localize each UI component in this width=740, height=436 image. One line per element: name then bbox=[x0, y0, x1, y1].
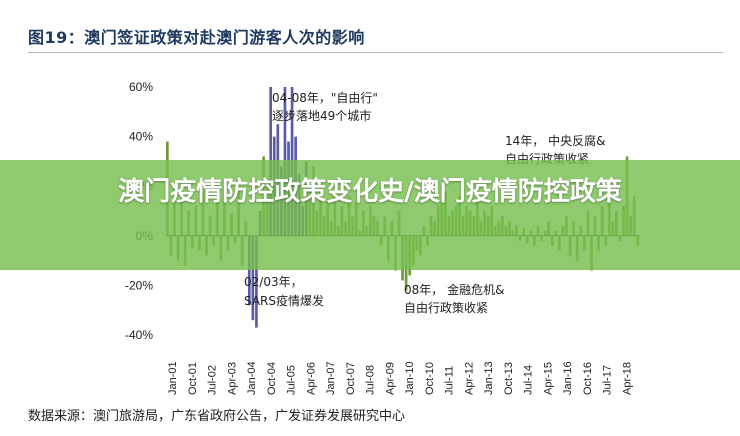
x-tick-label: Jul-11 bbox=[444, 366, 456, 395]
annotation-financial-crisis: 08年， 金融危机& 自由行政策收紧 bbox=[404, 282, 504, 315]
x-tick-label: Jul-08 bbox=[365, 365, 377, 395]
x-tick-label: Apr-15 bbox=[542, 362, 554, 395]
x-tick-label: Oct-10 bbox=[424, 362, 436, 395]
x-tick-label: Oct-16 bbox=[582, 362, 594, 395]
x-tick-label: Jul-14 bbox=[523, 365, 535, 395]
source-note: 数据来源：澳门旅游局，广东省政府公告，广发证券发展研究中心 bbox=[28, 409, 406, 424]
x-tick-label: Jan-04 bbox=[246, 361, 258, 395]
x-tick-label: Apr-12 bbox=[463, 362, 475, 395]
bar bbox=[251, 235, 255, 321]
annotation-text: 自由行政策收紧 bbox=[404, 301, 488, 315]
x-tick-label: Jul-05 bbox=[286, 365, 298, 395]
x-tick-label: Jan-07 bbox=[325, 361, 337, 395]
x-tick-label: Oct-07 bbox=[345, 362, 357, 395]
y-tick-label: -20% bbox=[125, 278, 153, 292]
x-tick-label: Jan-16 bbox=[562, 361, 574, 395]
x-tick-label: Oct-13 bbox=[503, 362, 515, 395]
annotation-sars: 02/03年， SARS疫情爆发 bbox=[244, 275, 324, 308]
y-tick-label: -40% bbox=[125, 328, 153, 342]
x-tick-label: Jan-01 bbox=[167, 361, 179, 395]
annotation-text: 02/03年， bbox=[244, 275, 303, 289]
bar bbox=[255, 235, 258, 328]
x-tick-label: Apr-09 bbox=[384, 362, 396, 395]
x-tick-label: Jan-10 bbox=[404, 361, 416, 395]
annotation-text: 08年， 金融危机& bbox=[404, 282, 504, 297]
overlay-banner bbox=[0, 160, 740, 270]
y-tick-label: 40% bbox=[129, 130, 153, 144]
x-tick-label: Apr-03 bbox=[226, 362, 238, 395]
x-tick-label: Apr-06 bbox=[305, 362, 317, 395]
annotation-text: SARS疫情爆发 bbox=[244, 293, 324, 308]
annotation-text: 逐步落地49个城市 bbox=[272, 108, 371, 123]
x-axis: Jan-01 Oct-01 Jul-02 Apr-03 Jan-04 Oct-04 Jul-… bbox=[167, 361, 633, 395]
x-tick-label: Apr-18 bbox=[621, 362, 633, 395]
title-divider bbox=[28, 52, 723, 53]
annotation-visa: 04-08年，"自由行" 逐步落地49个城市 bbox=[272, 91, 378, 123]
x-tick-label: Oct-04 bbox=[266, 362, 278, 395]
annotation-text: 14年， 中央反腐& bbox=[505, 133, 605, 148]
chart-title: 图19：澳门签证政策对赴澳门游客人次的影响 bbox=[28, 28, 365, 47]
x-tick-label: Oct-01 bbox=[187, 362, 199, 395]
x-tick-label: Jul-17 bbox=[602, 365, 614, 395]
bar bbox=[247, 235, 251, 306]
x-tick-label: Jul-02 bbox=[207, 365, 219, 395]
y-tick-label: 60% bbox=[129, 80, 153, 94]
overlay-banner-text: 澳门疫情防控政策变化史/澳门疫情防控政策 bbox=[118, 177, 622, 207]
x-tick-label: Jan-13 bbox=[483, 361, 495, 395]
annotation-text: 04-08年，"自由行" bbox=[272, 91, 378, 105]
